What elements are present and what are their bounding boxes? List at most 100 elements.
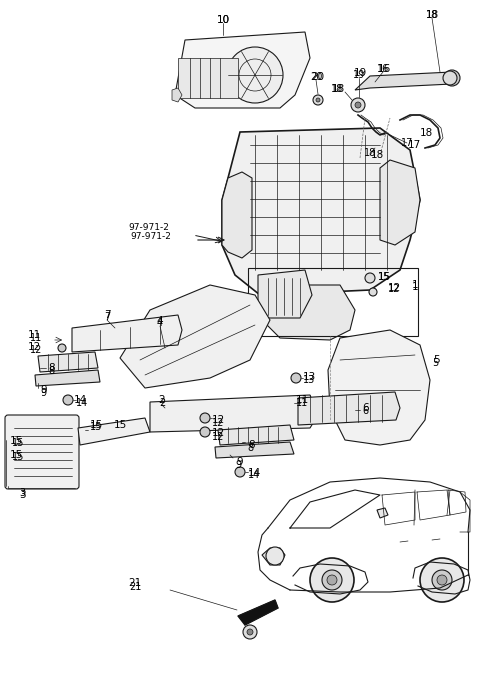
- Text: 4: 4: [156, 316, 163, 326]
- Text: 15: 15: [378, 272, 390, 282]
- Polygon shape: [38, 352, 98, 372]
- Polygon shape: [328, 330, 430, 445]
- Circle shape: [365, 273, 375, 283]
- Circle shape: [247, 629, 253, 635]
- Text: 15: 15: [10, 436, 23, 446]
- Text: 16: 16: [377, 64, 389, 74]
- Text: 13: 13: [303, 375, 315, 385]
- Text: 14: 14: [248, 470, 260, 480]
- Text: 9: 9: [40, 385, 47, 395]
- Text: 9: 9: [236, 457, 242, 467]
- Polygon shape: [380, 160, 420, 245]
- Text: 3: 3: [19, 490, 25, 500]
- Polygon shape: [215, 442, 294, 458]
- Text: 18: 18: [420, 128, 433, 138]
- FancyBboxPatch shape: [5, 415, 79, 489]
- Text: 8: 8: [48, 366, 54, 376]
- Circle shape: [235, 467, 245, 477]
- Polygon shape: [262, 548, 285, 565]
- Text: 14: 14: [74, 395, 87, 405]
- Text: 15: 15: [90, 420, 103, 430]
- Text: 12: 12: [212, 432, 224, 442]
- Circle shape: [437, 575, 447, 585]
- Circle shape: [420, 558, 464, 602]
- Circle shape: [291, 373, 301, 383]
- Circle shape: [444, 70, 460, 86]
- Text: 8: 8: [247, 443, 253, 453]
- Text: 20: 20: [310, 72, 322, 82]
- Circle shape: [266, 547, 284, 565]
- Circle shape: [322, 570, 342, 590]
- Text: 10: 10: [216, 15, 229, 25]
- Text: 15: 15: [90, 422, 102, 432]
- Circle shape: [58, 344, 66, 352]
- Circle shape: [355, 102, 361, 108]
- Text: 19: 19: [353, 68, 367, 78]
- Text: 3: 3: [19, 488, 25, 498]
- Text: 6: 6: [362, 403, 369, 413]
- Polygon shape: [262, 285, 355, 340]
- Polygon shape: [78, 418, 150, 445]
- Text: 2: 2: [159, 395, 165, 405]
- Circle shape: [200, 427, 210, 437]
- Text: 15: 15: [12, 452, 24, 462]
- Text: 18: 18: [364, 148, 376, 158]
- Polygon shape: [150, 395, 318, 432]
- Text: 14: 14: [76, 398, 88, 408]
- Polygon shape: [222, 172, 252, 258]
- Text: 15: 15: [114, 420, 127, 430]
- Text: 19: 19: [353, 70, 365, 80]
- Text: 8: 8: [248, 440, 254, 450]
- Text: 11: 11: [28, 330, 41, 340]
- Circle shape: [63, 395, 73, 405]
- Text: 97-971-2: 97-971-2: [130, 232, 171, 241]
- Text: 12: 12: [212, 415, 225, 425]
- Polygon shape: [72, 315, 182, 352]
- Circle shape: [327, 575, 337, 585]
- Polygon shape: [35, 370, 100, 386]
- Circle shape: [200, 413, 210, 423]
- Circle shape: [443, 71, 457, 85]
- Polygon shape: [377, 508, 388, 518]
- Text: 13: 13: [303, 372, 316, 382]
- Text: 11: 11: [296, 395, 309, 405]
- Text: 20: 20: [312, 72, 324, 82]
- Circle shape: [313, 95, 323, 105]
- Circle shape: [243, 625, 257, 639]
- Circle shape: [432, 570, 452, 590]
- Text: 1: 1: [412, 280, 419, 290]
- Text: 4: 4: [157, 318, 163, 328]
- Text: 8: 8: [48, 363, 55, 373]
- Polygon shape: [298, 392, 400, 425]
- Text: 10: 10: [216, 15, 229, 25]
- Polygon shape: [218, 425, 294, 445]
- Text: 12: 12: [212, 418, 224, 428]
- Text: 7: 7: [104, 312, 110, 322]
- Circle shape: [351, 98, 365, 112]
- Text: 17: 17: [408, 140, 421, 150]
- Circle shape: [310, 558, 354, 602]
- Text: 11: 11: [30, 333, 42, 343]
- Text: 17: 17: [401, 138, 413, 148]
- Text: 14: 14: [248, 468, 261, 478]
- Text: 2: 2: [159, 398, 165, 408]
- Text: 12: 12: [28, 342, 41, 352]
- Text: 21: 21: [129, 582, 141, 592]
- Text: 15: 15: [12, 438, 24, 448]
- Text: 18: 18: [331, 84, 343, 94]
- Polygon shape: [120, 285, 270, 388]
- Polygon shape: [238, 600, 278, 625]
- Text: 12: 12: [388, 283, 401, 293]
- Text: 6: 6: [362, 406, 368, 416]
- Polygon shape: [175, 32, 310, 108]
- Text: 18: 18: [331, 84, 345, 94]
- Text: 11: 11: [296, 398, 308, 408]
- Text: 15: 15: [378, 272, 391, 282]
- Text: 16: 16: [377, 64, 391, 74]
- Polygon shape: [355, 72, 452, 90]
- Text: 7: 7: [104, 310, 110, 320]
- Text: 12: 12: [212, 428, 225, 438]
- Text: 5: 5: [432, 358, 438, 368]
- Polygon shape: [172, 88, 182, 102]
- Text: 12: 12: [30, 345, 42, 355]
